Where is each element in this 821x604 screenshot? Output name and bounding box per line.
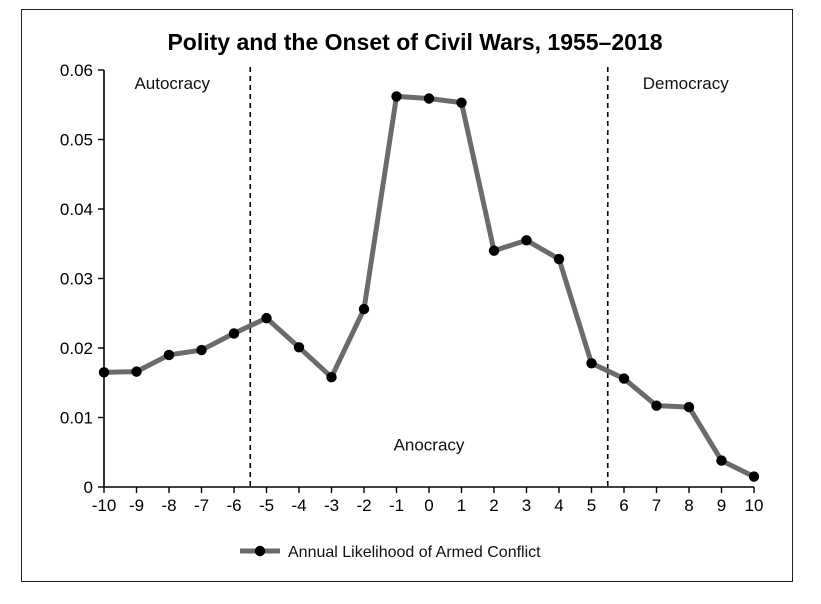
series	[98, 91, 760, 482]
data-point	[748, 471, 760, 482]
x-tick-label: -10	[92, 496, 117, 515]
y-tick-label: 0.04	[60, 200, 93, 219]
y-tick-label: 0.05	[60, 131, 93, 150]
x-tick-label: 4	[554, 496, 563, 515]
x-tick-label: -5	[259, 496, 274, 515]
axes: 00.010.020.030.040.050.06-10 -9 -8 -7 -6 -5 -4…	[60, 61, 764, 515]
data-point	[391, 91, 402, 102]
y-tick-label: 0	[84, 478, 93, 497]
data-point	[521, 235, 532, 246]
x-tick-label: 5	[587, 496, 596, 515]
threshold-lines	[249, 67, 609, 487]
data-point	[423, 93, 435, 104]
data-point	[716, 455, 727, 466]
data-point	[196, 344, 207, 356]
data-point	[163, 349, 175, 361]
x-tick-label: 2	[489, 496, 498, 515]
data-point	[651, 400, 662, 411]
x-tick-label: 3	[522, 496, 531, 515]
y-tick-label: 0.02	[60, 339, 93, 358]
chart-title: Polity and the Onset of Civil Wars, 1955…	[167, 29, 662, 55]
x-tick-label: -1	[389, 496, 404, 515]
region-label: Anocracy	[394, 435, 465, 454]
x-tick-label: -9	[129, 496, 144, 515]
series-line	[101, 93, 757, 480]
x-tick-label: 6	[619, 496, 628, 515]
x-tick-label: 0	[424, 496, 433, 515]
data-point	[131, 366, 142, 377]
x-tick-label: -6	[226, 496, 241, 515]
data-point	[293, 342, 305, 353]
legend-label: Annual Likelihood of Armed Conflict	[288, 544, 541, 561]
x-tick-label: 9	[717, 496, 726, 515]
x-tick-label: 7	[652, 496, 661, 515]
x-tick-label: 1	[457, 496, 466, 515]
x-tick-label: -3	[324, 496, 339, 515]
y-tick-label: 0.01	[60, 409, 93, 428]
data-point	[456, 97, 467, 108]
region-label: Democracy	[643, 74, 729, 93]
data-point	[586, 358, 597, 369]
data-point	[98, 367, 110, 378]
region-label: Autocracy	[134, 74, 210, 93]
x-tick-label: 8	[684, 496, 693, 515]
legend-marker-swatch	[254, 545, 266, 557]
data-point	[683, 401, 695, 413]
data-point	[228, 328, 240, 339]
chart-frame	[21, 9, 793, 582]
data-point	[326, 371, 337, 383]
x-tick-label: -7	[194, 496, 209, 515]
data-point	[618, 373, 630, 384]
x-tick-label: -4	[291, 496, 306, 515]
data-point	[488, 245, 500, 256]
data-point	[261, 312, 272, 324]
x-tick-label: 10	[745, 496, 764, 515]
data-point	[553, 253, 565, 265]
y-tick-label: 0.03	[60, 270, 93, 289]
region-labels: Autocracy Anocracy Democracy	[134, 74, 729, 454]
x-tick-label: -8	[161, 496, 176, 515]
x-tick-label: -2	[356, 496, 371, 515]
y-tick-label: 0.06	[60, 61, 93, 80]
legend: Annual Likelihood of Armed Conflict	[240, 544, 541, 561]
data-point	[358, 303, 370, 315]
